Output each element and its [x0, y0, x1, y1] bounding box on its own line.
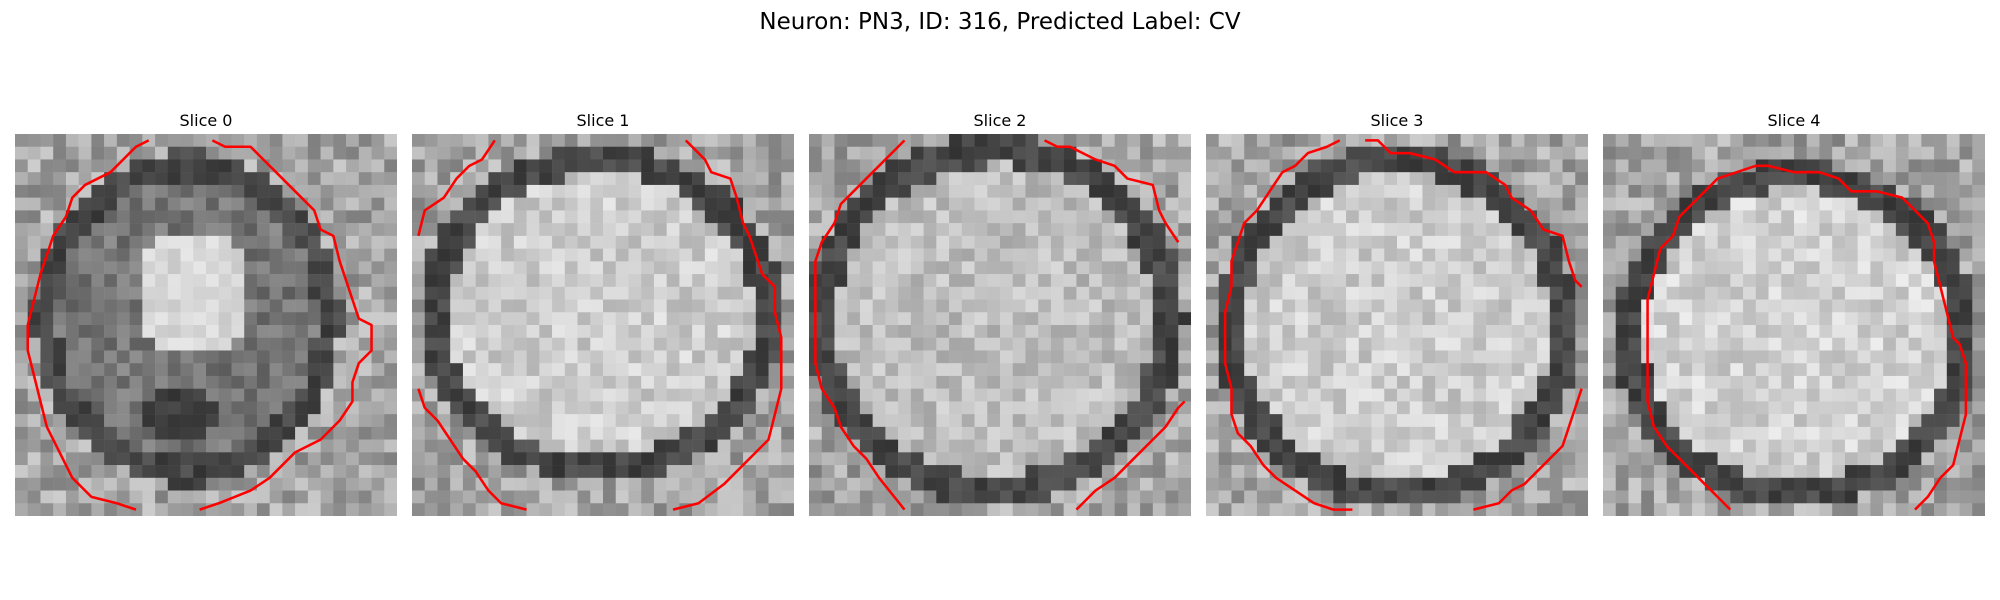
slice-title-1: Slice 1: [576, 111, 630, 130]
segmentation-contour: [417, 139, 496, 237]
slice-panel-1: Slice 1: [412, 111, 794, 516]
pixel-grid: [809, 134, 1191, 516]
slice-title-0: Slice 0: [179, 111, 233, 130]
slice-image-3: [1206, 134, 1588, 516]
slice-title-3: Slice 3: [1370, 111, 1424, 130]
segmentation-contour: [1075, 400, 1186, 511]
segmentation-contour: [199, 139, 373, 511]
segmentation-contour: [417, 388, 527, 511]
slice-title-4: Slice 4: [1767, 111, 1821, 130]
slice-title-2: Slice 2: [973, 111, 1027, 130]
slice-panel-2: Slice 2: [809, 111, 1191, 516]
pixel-grid: [1603, 134, 1985, 516]
slice-panel-3: Slice 3: [1206, 111, 1588, 516]
segmentation-contour: [814, 139, 906, 511]
pixel-grid: [15, 134, 397, 516]
slice-panel-4: Slice 4: [1603, 111, 1985, 516]
segmentation-contour: [1646, 170, 1738, 511]
segmentation-contour: [1365, 139, 1583, 288]
segmentation-contour: [26, 139, 150, 511]
slice-panel-0: Slice 0: [15, 111, 397, 516]
slice-image-4: [1603, 134, 1985, 516]
segmentation-contour: [1736, 164, 1968, 511]
slice-image-0: [15, 134, 397, 516]
pixel-grid: [1206, 134, 1588, 516]
segmentation-contour: [1043, 139, 1180, 243]
segmentation-contour: [672, 139, 783, 511]
slice-image-2: [809, 134, 1191, 516]
figure-title: Neuron: PN3, ID: 316, Predicted Label: C…: [759, 9, 1241, 35]
pixel-grid: [412, 134, 794, 516]
segmentation-contour: [1223, 139, 1353, 511]
slice-image-1: [412, 134, 794, 516]
segmentation-contour: [1473, 388, 1583, 511]
